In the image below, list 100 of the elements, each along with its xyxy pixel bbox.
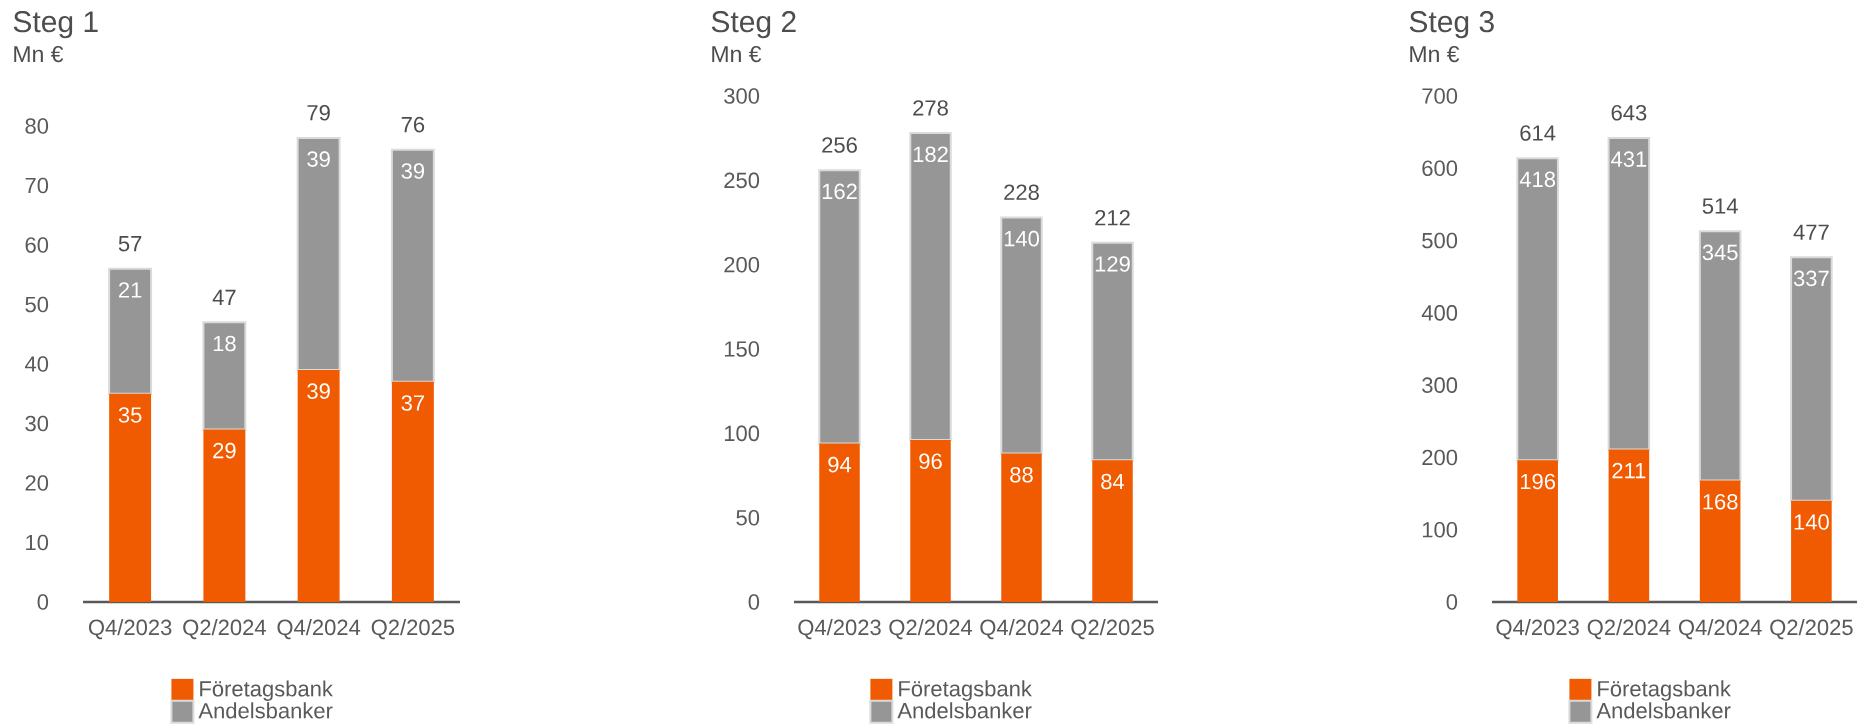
- x-tick-label: Q2/2024: [183, 619, 266, 640]
- y-tick-label: 50: [736, 509, 760, 526]
- x-tick-label: Q4/2024: [980, 619, 1064, 640]
- bar: [108, 267, 153, 395]
- bar: [1517, 460, 1558, 603]
- chart-title: Steg 3: [1409, 11, 1494, 39]
- x-tick-label: Q4/2023: [88, 619, 172, 640]
- bar: [1091, 241, 1134, 462]
- bar: [1699, 480, 1741, 603]
- total-label: 278: [913, 100, 948, 116]
- y-tick-label: 200: [1422, 449, 1458, 466]
- bar: [1790, 256, 1833, 502]
- y-tick-label: 20: [25, 475, 49, 491]
- total-label: 79: [307, 104, 330, 121]
- data-label: 96: [919, 453, 942, 470]
- bar: [391, 381, 434, 603]
- data-label: 337: [1793, 270, 1829, 287]
- x-tick-label: Q2/2025: [371, 619, 455, 640]
- total-label: 212: [1095, 209, 1130, 226]
- y-tick-label: 100: [1422, 521, 1458, 538]
- data-label: 88: [1010, 466, 1033, 483]
- y-tick-label: 400: [1421, 305, 1458, 321]
- data-label: 196: [1520, 473, 1556, 490]
- legend-label: Företagsbank: [200, 680, 333, 701]
- data-label: 168: [1703, 493, 1738, 510]
- total-label: 47: [212, 289, 236, 305]
- bar: [1791, 500, 1832, 603]
- x-tick-label: Q2/2025: [1770, 619, 1853, 640]
- data-label: 140: [1794, 514, 1829, 530]
- bar: [1607, 136, 1651, 451]
- data-label: 211: [1612, 462, 1646, 479]
- data-label: 162: [822, 183, 857, 200]
- bar: [1001, 453, 1042, 603]
- data-label: 182: [913, 146, 948, 163]
- y-tick-label: 60: [25, 237, 49, 253]
- y-axis-title: Mn €: [1410, 45, 1460, 63]
- total-label: 614: [1520, 125, 1556, 141]
- data-label: 39: [307, 151, 330, 167]
- bar: [203, 429, 246, 603]
- legend-label: Företagsbank: [899, 680, 1032, 701]
- data-label: 29: [213, 442, 236, 459]
- bar: [297, 369, 340, 603]
- y-tick-label: 200: [724, 256, 760, 273]
- x-tick-label: Q4/2023: [1496, 619, 1579, 640]
- bar: [296, 136, 341, 371]
- bar: [819, 443, 860, 603]
- bar: [1608, 449, 1650, 603]
- y-tick-label: 300: [724, 88, 760, 104]
- x-tick-label: Q4/2024: [277, 619, 361, 640]
- data-label: 84: [1101, 473, 1125, 490]
- y-tick-label: 30: [25, 415, 49, 432]
- y-tick-label: 700: [1422, 88, 1458, 104]
- bar: [910, 440, 951, 603]
- data-label: 345: [1702, 244, 1738, 261]
- legend-label: Andelsbanker: [198, 702, 333, 719]
- chart-title: Steg 2: [711, 11, 796, 39]
- y-tick-label: 0: [1446, 594, 1458, 610]
- y-tick-label: 50: [25, 296, 49, 313]
- bar: [909, 132, 952, 442]
- data-label: 39: [307, 383, 330, 399]
- y-tick-label: 500: [1422, 232, 1458, 249]
- legend-label: Andelsbanker: [897, 702, 1032, 719]
- bar: [109, 393, 152, 603]
- x-tick-label: Q4/2024: [1678, 619, 1762, 640]
- total-label: 57: [118, 236, 142, 252]
- y-tick-label: 600: [1422, 160, 1458, 177]
- total-label: 228: [1004, 184, 1039, 201]
- total-label: 477: [1793, 224, 1829, 240]
- bar: [1000, 216, 1043, 455]
- y-tick-label: 70: [25, 177, 49, 194]
- bar: [1516, 157, 1559, 462]
- bar: [1698, 230, 1742, 482]
- legend-label: Företagsbank: [1598, 680, 1731, 701]
- y-tick-label: 0: [748, 594, 760, 610]
- total-label: 76: [401, 116, 425, 133]
- data-label: 21: [118, 282, 142, 298]
- y-tick-label: 0: [37, 594, 49, 610]
- total-label: 256: [822, 137, 857, 153]
- y-axis-title: Mn €: [712, 45, 762, 63]
- data-label: 39: [401, 163, 425, 179]
- y-tick-label: 40: [24, 356, 49, 372]
- bar: [202, 321, 247, 431]
- bar: [818, 169, 861, 445]
- data-label: 431: [1611, 151, 1647, 167]
- y-tick-label: 80: [25, 118, 49, 134]
- data-label: 94: [828, 456, 852, 473]
- x-tick-label: Q4/2023: [798, 619, 881, 640]
- y-tick-label: 150: [724, 341, 760, 357]
- y-tick-label: 250: [724, 172, 760, 189]
- total-label: 514: [1702, 198, 1738, 214]
- y-tick-label: 300: [1422, 377, 1458, 393]
- bar: [390, 148, 435, 383]
- data-label: 418: [1519, 171, 1556, 188]
- chart-title: Steg 1: [13, 11, 98, 39]
- y-tick-label: 100: [724, 425, 760, 442]
- x-tick-label: Q2/2024: [1587, 619, 1671, 640]
- x-tick-label: Q2/2024: [889, 619, 973, 640]
- total-label: 643: [1611, 104, 1647, 121]
- y-axis-title: Mn €: [14, 45, 64, 63]
- data-label: 140: [1004, 230, 1039, 247]
